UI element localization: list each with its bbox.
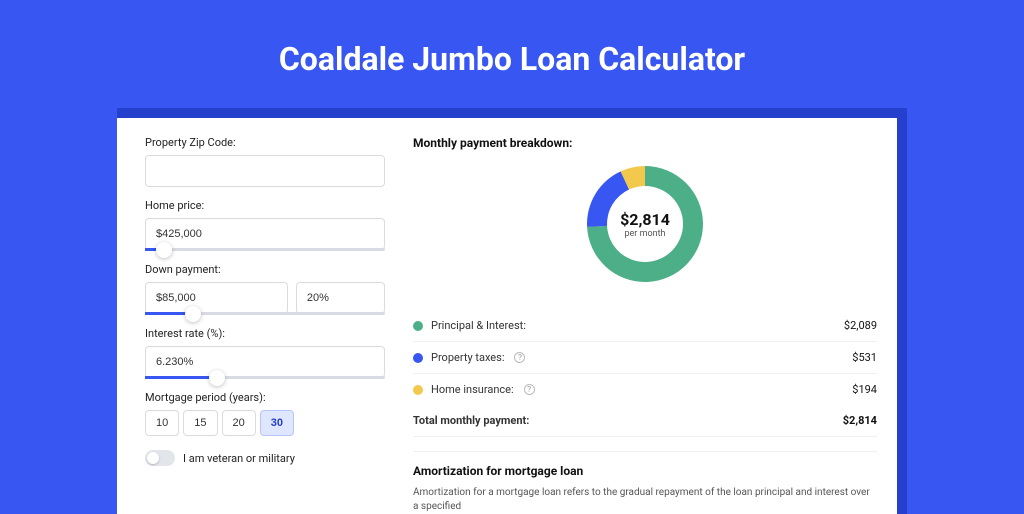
price-input[interactable] <box>145 218 385 250</box>
rate-slider-fill <box>145 376 217 379</box>
price-slider-thumb[interactable] <box>156 242 172 258</box>
down-slider-thumb[interactable] <box>185 306 201 322</box>
calculator-outer: Property Zip Code: Home price: Down paym… <box>117 108 907 514</box>
down-percent-input[interactable] <box>296 282 385 314</box>
rate-label: Interest rate (%): <box>145 327 385 340</box>
rate-input[interactable] <box>145 346 385 378</box>
price-slider[interactable] <box>145 248 385 251</box>
rate-slider[interactable] <box>145 376 385 379</box>
donut-area: $2,814 per month <box>413 154 877 304</box>
zip-label: Property Zip Code: <box>145 136 385 149</box>
legend-dot <box>413 385 423 395</box>
info-icon[interactable]: ? <box>524 384 535 395</box>
form-column: Property Zip Code: Home price: Down paym… <box>145 136 385 514</box>
donut-amount: $2,814 <box>620 210 670 229</box>
legend: Principal & Interest: $2,089 Property taxe… <box>413 310 877 405</box>
legend-dot <box>413 353 423 363</box>
period-option-30[interactable]: 30 <box>260 410 294 436</box>
legend-row: Principal & Interest: $2,089 <box>413 310 877 342</box>
legend-row: Home insurance:? $194 <box>413 374 877 405</box>
donut-center: $2,814 per month <box>585 164 705 284</box>
legend-value: $531 <box>852 351 877 364</box>
down-label: Down payment: <box>145 263 385 276</box>
zip-input[interactable] <box>145 155 385 187</box>
veteran-toggle[interactable] <box>145 450 175 466</box>
period-option-10[interactable]: 10 <box>145 410 179 436</box>
period-option-20[interactable]: 20 <box>222 410 256 436</box>
amortization-section: Amortization for mortgage loan Amortizat… <box>413 451 877 514</box>
zip-field: Property Zip Code: <box>145 136 385 187</box>
legend-dot <box>413 321 423 331</box>
calculator-card: Property Zip Code: Home price: Down paym… <box>117 118 897 514</box>
legend-value: $194 <box>852 383 877 396</box>
price-label: Home price: <box>145 199 385 212</box>
total-label: Total monthly payment: <box>413 414 529 427</box>
breakdown-title: Monthly payment breakdown: <box>413 136 877 150</box>
period-label: Mortgage period (years): <box>145 391 385 404</box>
down-field: Down payment: <box>145 263 385 315</box>
legend-label: Principal & Interest: <box>431 319 526 332</box>
down-amount-input[interactable] <box>145 282 288 314</box>
legend-label: Property taxes: <box>431 351 504 364</box>
rate-slider-thumb[interactable] <box>209 370 225 386</box>
donut-sublabel: per month <box>624 229 665 239</box>
veteran-row: I am veteran or military <box>145 450 385 466</box>
price-field: Home price: <box>145 199 385 251</box>
info-icon[interactable]: ? <box>514 352 525 363</box>
down-slider[interactable] <box>145 312 385 315</box>
amortization-title: Amortization for mortgage loan <box>413 464 877 478</box>
legend-row: Property taxes:? $531 <box>413 342 877 374</box>
legend-label: Home insurance: <box>431 383 514 396</box>
period-options: 10152030 <box>145 410 385 436</box>
total-row: Total monthly payment: $2,814 <box>413 405 877 437</box>
breakdown-column: Monthly payment breakdown: $2,814 per mo… <box>413 136 877 514</box>
donut-chart: $2,814 per month <box>585 164 705 284</box>
page-title: Coaldale Jumbo Loan Calculator <box>0 0 1024 108</box>
legend-value: $2,089 <box>844 319 877 332</box>
veteran-label: I am veteran or military <box>183 452 295 465</box>
rate-field: Interest rate (%): <box>145 327 385 379</box>
period-option-15[interactable]: 15 <box>183 410 217 436</box>
total-value: $2,814 <box>843 414 877 427</box>
period-field: Mortgage period (years): 10152030 <box>145 391 385 436</box>
amortization-text: Amortization for a mortgage loan refers … <box>413 486 877 514</box>
